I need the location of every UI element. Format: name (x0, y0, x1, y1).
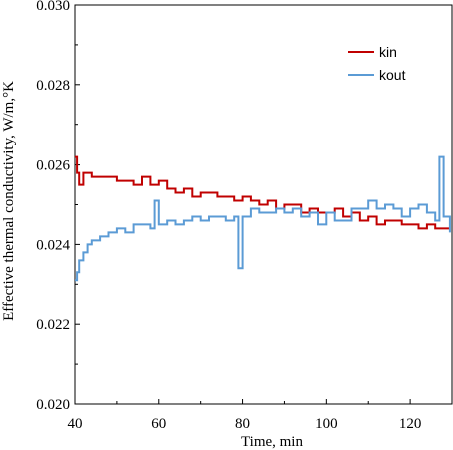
y-tick-label: 0.030 (36, 0, 70, 14)
y-axis: 0.020 0.022 0.024 0.026 0.028 0.030 (36, 0, 80, 413)
legend: kin kout (348, 44, 406, 83)
y-tick-label: 0.020 (36, 397, 70, 413)
y-tick-label: 0.028 (36, 78, 70, 94)
x-tick-label: 80 (235, 416, 250, 432)
legend-label-kin: kin (379, 44, 397, 60)
series-line-kout (75, 155, 451, 282)
legend-label-kout: kout (379, 67, 406, 83)
y-tick-label: 0.022 (36, 317, 70, 333)
x-axis-title: Time, min (241, 434, 303, 450)
x-tick-label: 40 (68, 416, 83, 432)
x-tick-label: 120 (399, 416, 422, 432)
x-tick-label: 100 (315, 416, 338, 432)
series-line-kin (75, 155, 450, 230)
x-axis: 40 60 80 100 120 (68, 399, 422, 432)
x-tick-label: 60 (151, 416, 166, 432)
series-layer (75, 155, 451, 282)
y-axis-title: Effective thermal conductivity, W/m,°K (1, 81, 17, 321)
y-tick-label: 0.024 (36, 237, 70, 253)
y-tick-label: 0.026 (36, 158, 70, 174)
